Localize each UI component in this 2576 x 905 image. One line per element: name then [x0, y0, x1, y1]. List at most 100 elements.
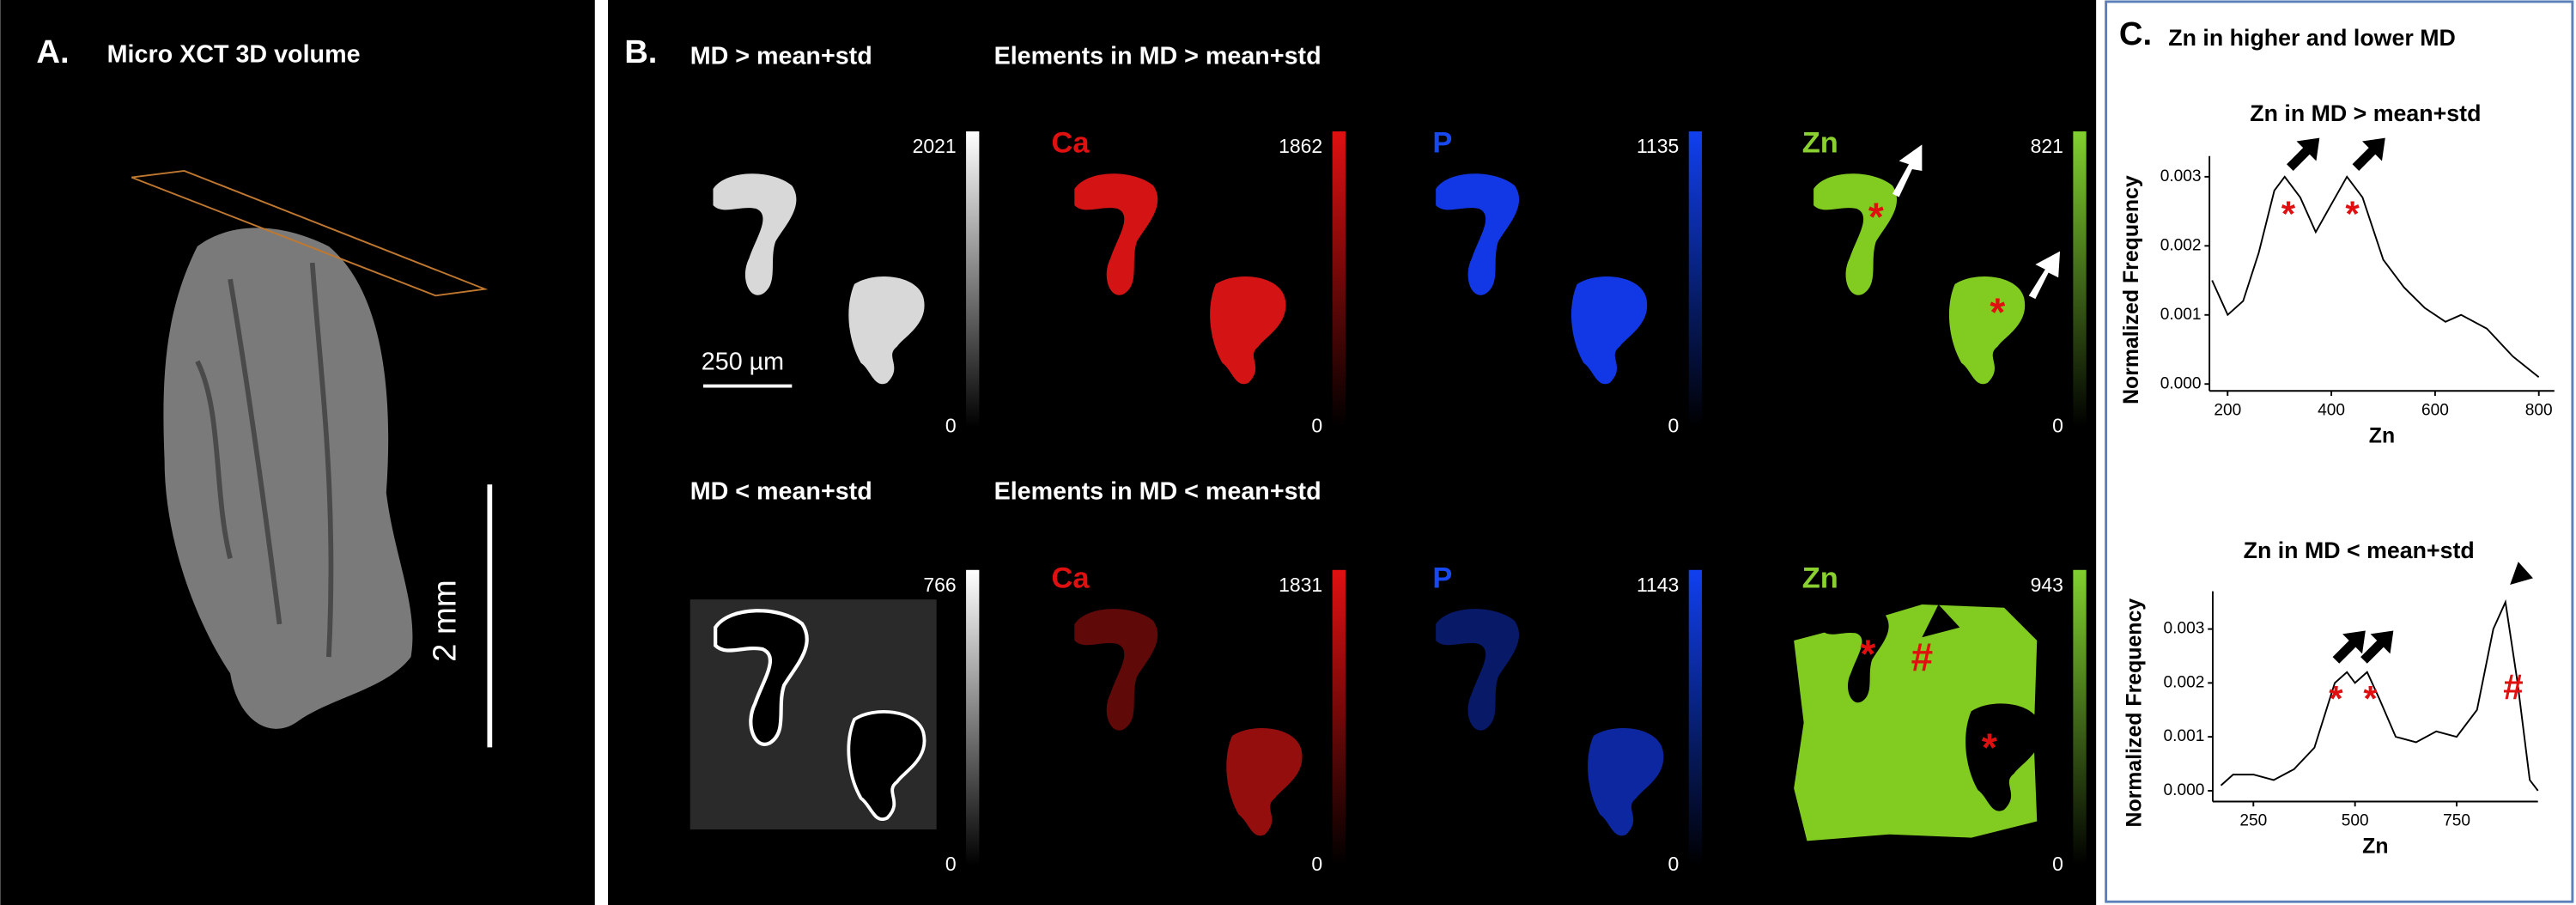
colorbar-max: 821 — [2031, 135, 2063, 157]
arrow — [2360, 630, 2394, 664]
arrow — [1892, 144, 1923, 197]
x-tick-label: 250 — [2239, 811, 2267, 829]
marker: * — [1868, 194, 1884, 239]
element-map — [1794, 604, 2042, 841]
y-tick-label: 0.001 — [2160, 306, 2202, 324]
colorbar-max: 2021 — [913, 135, 957, 157]
row-title: MD > mean+std — [690, 43, 872, 70]
colorbar — [2073, 131, 2087, 428]
marker: # — [2503, 667, 2523, 708]
marker: * — [2345, 194, 2360, 234]
arrow — [2287, 137, 2320, 171]
scale-bar-label: 250 µm — [702, 348, 784, 375]
x-tick-label: 400 — [2318, 401, 2345, 419]
map-region — [1074, 173, 1158, 295]
xct-volume — [163, 228, 413, 729]
marker: * — [1990, 289, 2005, 334]
panel-label: C. — [2119, 15, 2152, 52]
colorbar-min: 0 — [945, 853, 957, 875]
y-axis-label: Normalized Frequency — [2123, 598, 2147, 828]
chart-title: Zn in MD > mean+std — [2250, 100, 2481, 126]
colorbar-min: 0 — [1311, 414, 1322, 436]
scale-bar-label: 2 mm — [427, 580, 464, 662]
row-title: Elements in MD < mean+std — [994, 477, 1321, 505]
map-region — [1210, 276, 1286, 385]
charts: Zn in MD > mean+std 0.000 0.001 0.002 0.003 2… — [2119, 100, 2555, 859]
map-hole — [1965, 703, 2042, 811]
map-region — [847, 710, 927, 822]
colorbar — [1688, 569, 1703, 866]
xct-texture — [195, 262, 334, 658]
colorbar-max: 1862 — [1279, 135, 1322, 157]
y-tick-label: 0.000 — [2164, 781, 2205, 799]
colorbar-max: 1143 — [1637, 574, 1679, 596]
marker: * — [1860, 631, 1875, 676]
element-name: Zn — [1802, 562, 1838, 594]
colorbar-min: 0 — [2052, 414, 2063, 436]
map-region — [714, 609, 809, 746]
arrowhead — [2510, 562, 2533, 585]
colorbar — [1688, 131, 1703, 428]
element-name: P — [1432, 562, 1452, 594]
colorbar-max: 766 — [923, 574, 956, 596]
marker: # — [1911, 635, 1934, 679]
colorbar-min: 0 — [1311, 853, 1322, 875]
element-name: Ca — [1052, 126, 1091, 159]
map-region — [848, 276, 925, 385]
marker: * — [2363, 678, 2378, 719]
element-name: Ca — [1052, 562, 1091, 594]
element-map — [690, 599, 937, 830]
colorbar — [2073, 569, 2087, 866]
colorbar — [1332, 131, 1346, 428]
element-map — [1436, 173, 1648, 385]
x-tick-label: 500 — [2342, 811, 2369, 829]
row-title: Elements in MD > mean+std — [994, 43, 1321, 70]
element-map — [1436, 609, 1664, 836]
x-axis-label: Zn — [2369, 423, 2395, 447]
arrowhead — [1922, 604, 1960, 638]
slice-plane — [131, 169, 489, 297]
arrow — [2352, 137, 2385, 171]
maps: MD > mean+std Elements in MD > mean+std 20… — [690, 43, 2087, 875]
marker: * — [2329, 678, 2343, 719]
x-axis-label: Zn — [2362, 835, 2388, 859]
element-map — [1074, 173, 1286, 385]
panel-label: A. — [36, 33, 69, 70]
map-region — [1571, 276, 1648, 385]
map-region — [1226, 728, 1303, 836]
y-tick-label: 0.000 — [2160, 374, 2202, 392]
element-map — [713, 173, 925, 385]
arrow — [2028, 251, 2061, 300]
colorbar-min: 0 — [2052, 853, 2063, 875]
y-tick-label: 0.001 — [2164, 727, 2205, 745]
y-tick-label: 0.002 — [2160, 236, 2202, 254]
panel-title: Micro XCT 3D volume — [107, 41, 361, 69]
marker: * — [1982, 725, 1997, 769]
element-map — [1074, 609, 1303, 836]
x-tick-label: 200 — [2214, 401, 2241, 419]
map-region — [1814, 173, 1898, 295]
map-region — [1948, 276, 2026, 385]
colorbar-max: 943 — [2031, 574, 2063, 596]
arrow — [2332, 630, 2366, 664]
panel-title: Zn in higher and lower MD — [2168, 25, 2456, 51]
map-region — [1436, 173, 1520, 295]
colorbar — [966, 569, 980, 866]
chart-title: Zn in MD < mean+std — [2244, 538, 2475, 563]
map-region — [1436, 609, 1520, 731]
x-tick-label: 800 — [2525, 401, 2553, 419]
marker: * — [2281, 194, 2296, 234]
colorbar-min: 0 — [1668, 853, 1680, 875]
element-name: P — [1432, 126, 1452, 159]
x-tick-label: 600 — [2421, 401, 2449, 419]
line — [2220, 598, 2539, 792]
colorbar — [1332, 569, 1346, 866]
element-name: Zn — [1802, 126, 1838, 159]
line — [2211, 175, 2540, 378]
colorbar — [966, 131, 980, 428]
map-region — [1588, 728, 1664, 836]
x-tick-label: 750 — [2443, 811, 2470, 829]
y-axis-label: Normalized Frequency — [2119, 175, 2143, 404]
colorbar-min: 0 — [945, 414, 957, 436]
